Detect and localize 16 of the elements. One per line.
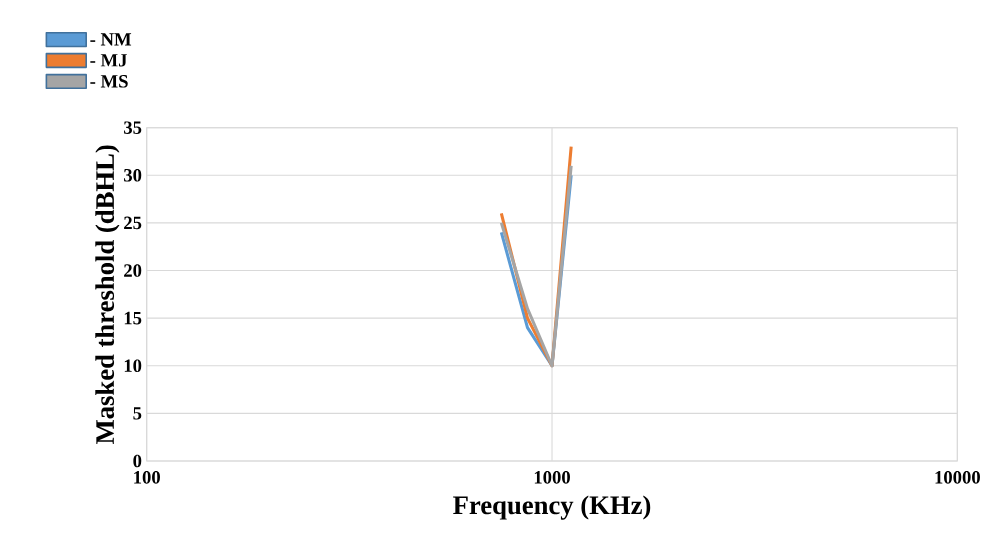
y-tick-label: 10	[124, 359, 142, 373]
y-tick-label: 30	[124, 168, 142, 182]
y-tick-label: 15	[124, 311, 142, 325]
legend-label: - NM	[90, 33, 132, 46]
y-tick-label: 0	[133, 454, 142, 468]
x-axis-title: Frequency (KHz)	[453, 495, 651, 520]
legend-label: - MJ	[90, 54, 127, 67]
y-tick-label: 5	[133, 407, 142, 420]
x-tick-label: 100	[134, 471, 160, 484]
y-tick-label: 20	[124, 264, 142, 277]
y-tick-label: 35	[124, 121, 142, 134]
y-tick-label: 25	[124, 216, 142, 230]
x-tick-label: 10000	[935, 471, 980, 484]
x-tick-label: 1000	[534, 471, 570, 484]
legend-label: - MS	[90, 75, 128, 88]
y-axis-title: Masked threshold (dBHL)	[95, 145, 120, 445]
